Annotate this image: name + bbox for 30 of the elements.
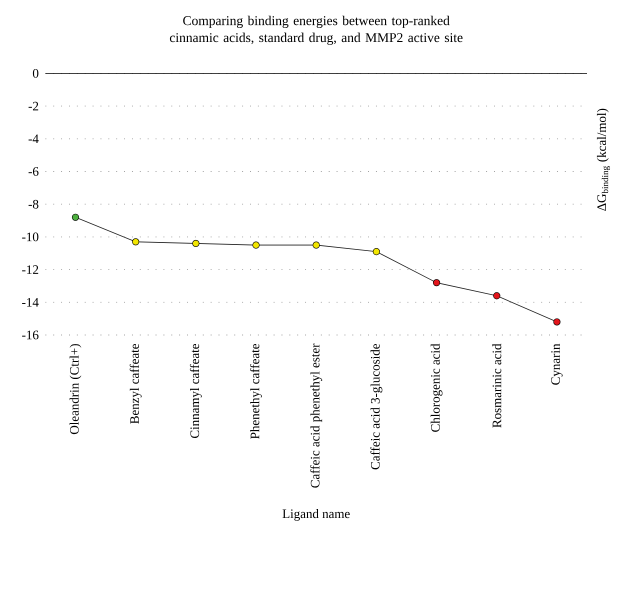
y-axis-title: ΔG$_{binding}$ (kcal/mol) bbox=[596, 108, 610, 211]
point bbox=[192, 240, 200, 248]
y-tick-label: 0 bbox=[32, 69, 38, 78]
chart-title: Comparing binding energies between top-ranked cinnamic acids, standard drug, and MMP2 active site bbox=[170, 16, 463, 45]
x-tick-label: Caffeic acid phenethyl ester bbox=[310, 344, 322, 488]
y-tick-label: -2 bbox=[28, 102, 38, 110]
point bbox=[493, 292, 500, 300]
y-tick-label: -10 bbox=[22, 232, 38, 242]
x-axis-title: Ligand name bbox=[282, 509, 350, 521]
point bbox=[432, 279, 440, 286]
point bbox=[312, 241, 320, 249]
x-tick-label: Oleandrin (Ctrl+) bbox=[70, 344, 82, 434]
x-tick-label: Rosmarinic acid bbox=[492, 344, 502, 428]
point bbox=[132, 238, 140, 246]
y-tick-label: -16 bbox=[22, 330, 38, 340]
y-tick-label: -4 bbox=[28, 134, 39, 144]
point bbox=[553, 318, 561, 326]
point bbox=[72, 214, 80, 221]
x-tick-label: Caffeic acid 3-glucoside bbox=[370, 344, 382, 470]
x-tick-label: Benzyl caffeate bbox=[130, 344, 142, 424]
x-tick-label: Cinnamyl caffeate bbox=[190, 344, 202, 438]
y-tick-label: -14 bbox=[22, 298, 39, 307]
point bbox=[252, 241, 260, 249]
x-tick-label: Cynarin bbox=[551, 344, 563, 385]
y-tick-label: -8 bbox=[28, 200, 38, 209]
y-tick-label: -6 bbox=[28, 167, 38, 176]
y-tick-label: -12 bbox=[22, 265, 38, 274]
point bbox=[372, 248, 380, 256]
x-tick-label: Phenethyl caffeate bbox=[250, 344, 262, 439]
x-tick-label: Chlorogenic acid bbox=[430, 344, 442, 432]
